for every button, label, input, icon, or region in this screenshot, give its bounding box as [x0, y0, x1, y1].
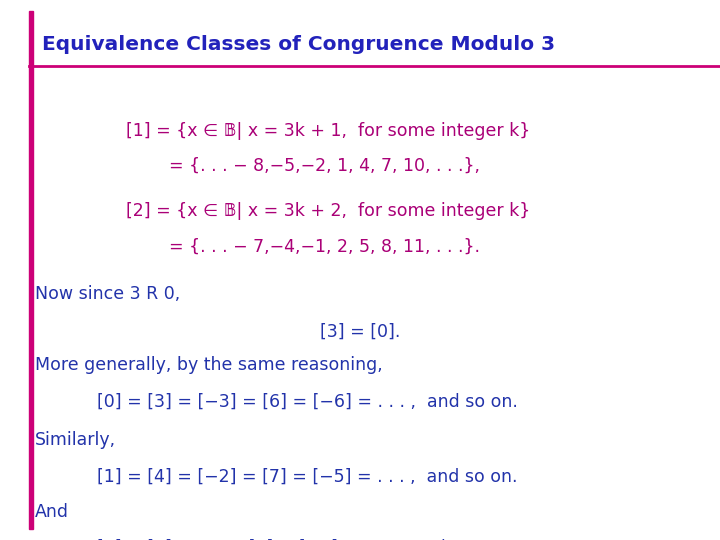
Text: [3] = [0].: [3] = [0]. — [320, 322, 400, 340]
Text: [2] = [5] = −1 = [8] = [−4] = . . . ,  and so on.: [2] = [5] = −1 = [8] = [−4] = . . . , an… — [97, 539, 504, 540]
Text: And: And — [35, 503, 68, 521]
Text: [1] = {x ∈ 𝔹| x = 3k + 1,  for some integer k}: [1] = {x ∈ 𝔹| x = 3k + 1, for some integ… — [126, 122, 530, 139]
Text: More generally, by the same reasoning,: More generally, by the same reasoning, — [35, 356, 382, 374]
Text: = {. . . − 7,−4,−1, 2, 5, 8, 11, . . .}.: = {. . . − 7,−4,−1, 2, 5, 8, 11, . . .}. — [169, 238, 480, 255]
Text: [2] = {x ∈ 𝔹| x = 3k + 2,  for some integer k}: [2] = {x ∈ 𝔹| x = 3k + 2, for some integ… — [126, 202, 530, 220]
Text: [0] = [3] = [−3] = [6] = [−6] = . . . ,  and so on.: [0] = [3] = [−3] = [6] = [−6] = . . . , … — [97, 393, 518, 411]
Text: Equivalence Classes of Congruence Modulo 3: Equivalence Classes of Congruence Modulo… — [42, 35, 555, 54]
Bar — [29, 11, 33, 529]
Text: Now since 3 R 0,: Now since 3 R 0, — [35, 285, 180, 303]
Text: = {. . . − 8,−5,−2, 1, 4, 7, 10, . . .},: = {. . . − 8,−5,−2, 1, 4, 7, 10, . . .}, — [169, 157, 480, 174]
Text: [1] = [4] = [−2] = [7] = [−5] = . . . ,  and so on.: [1] = [4] = [−2] = [7] = [−5] = . . . , … — [97, 468, 518, 485]
Text: Similarly,: Similarly, — [35, 431, 116, 449]
